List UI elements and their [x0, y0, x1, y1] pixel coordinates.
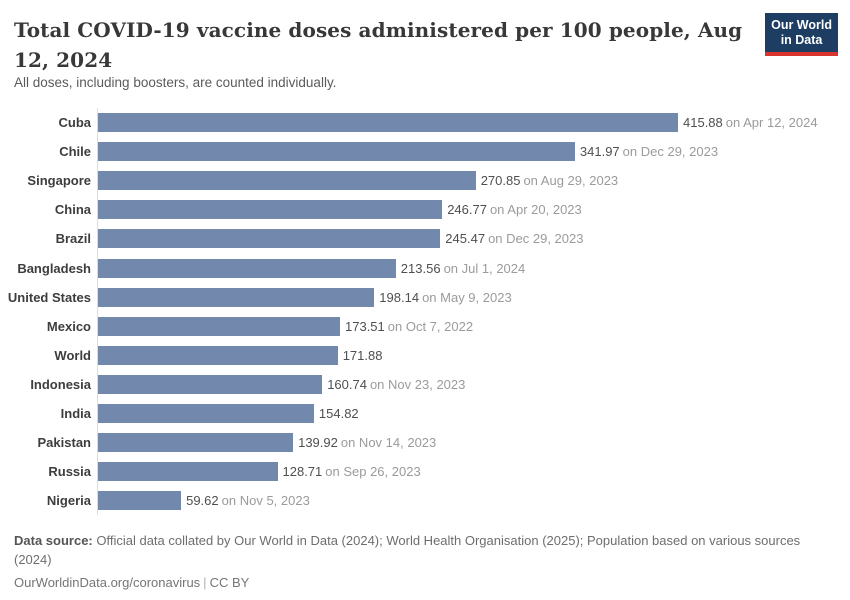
bar-track: 154.82: [97, 398, 850, 429]
country-label: Brazil: [55, 231, 91, 247]
date-label: on Dec 29, 2023: [488, 231, 584, 247]
bar-chart: Cuba 415.88 on Apr 12, 2024 Chile 341.97…: [0, 108, 850, 516]
value-label: 173.51: [345, 318, 385, 334]
bar-track: 128.71 on Sep 26, 2023: [97, 457, 850, 487]
bar[interactable]: [98, 200, 443, 220]
value-label: 415.88: [683, 115, 723, 131]
owid-logo-line1: Our World: [771, 18, 832, 32]
country-label: Nigeria: [46, 493, 91, 509]
bar-row: Russia 128.71 on Sep 26, 2023: [0, 457, 850, 487]
value-label: 128.71: [282, 464, 323, 480]
bar[interactable]: [98, 229, 441, 249]
country-label: Russia: [48, 464, 91, 480]
bar-track: 59.62 on Nov 5, 2023: [97, 486, 850, 516]
country-label: India: [60, 405, 91, 421]
value-label: 160.74: [327, 376, 367, 392]
bar-row: Pakistan 139.92 on Nov 14, 2023: [0, 428, 850, 458]
bar-row: Brazil 245.47 on Dec 29, 2023: [0, 224, 850, 254]
country-label: Singapore: [27, 173, 91, 189]
value-label: 246.77: [447, 202, 487, 218]
date-label: on Sep 26, 2023: [325, 464, 421, 480]
owid-logo-line2: in Data: [780, 33, 823, 47]
bar-row: Indonesia 160.74 on Nov 23, 2023: [0, 369, 850, 399]
country-label: Chile: [59, 144, 91, 160]
bar-row: Singapore 270.85 on Aug 29, 2023: [0, 166, 850, 196]
bar-row: Cuba 415.88 on Apr 12, 2024: [0, 108, 850, 138]
date-label: on Apr 20, 2023: [489, 202, 582, 218]
bar[interactable]: [98, 316, 340, 336]
bar-rows: Cuba 415.88 on Apr 12, 2024 Chile 341.97…: [0, 108, 850, 516]
bar-track: 270.85 on Aug 29, 2023: [97, 166, 850, 196]
value-label: 198.14: [379, 289, 420, 305]
bar-row: Bangladesh 213.56 on Jul 1, 2024: [0, 253, 850, 283]
date-label: on May 9, 2023: [422, 289, 512, 305]
footer-links-line: OurWorldinData.org/coronavirus | CC BY: [14, 574, 838, 593]
date-label: on Nov 23, 2023: [369, 376, 466, 392]
date-label: on Aug 29, 2023: [523, 173, 619, 189]
bar-row: China 246.77 on Apr 20, 2023: [0, 195, 850, 225]
bar[interactable]: [98, 142, 575, 162]
bar-row: Nigeria 59.62 on Nov 5, 2023: [0, 486, 850, 516]
country-label: United States: [7, 289, 91, 305]
country-label: Pakistan: [37, 435, 91, 451]
footer-separator: |: [203, 575, 207, 590]
country-label: Bangladesh: [17, 260, 91, 276]
value-label: 171.88: [342, 347, 383, 363]
bar-track: 415.88 on Apr 12, 2024: [97, 108, 850, 138]
chart-footer: Data source: Official data collated by O…: [14, 532, 838, 593]
bar-row: Mexico 173.51 on Oct 7, 2022: [0, 311, 850, 341]
bar-row: World 171.88: [0, 340, 850, 370]
license-label: CC BY: [209, 575, 250, 590]
value-label: 270.85: [480, 173, 521, 189]
bar-track: 160.74 on Nov 23, 2023: [97, 369, 850, 399]
date-label: on Apr 12, 2024: [725, 115, 818, 131]
country-label: Indonesia: [30, 376, 91, 392]
value-label: 213.56: [400, 260, 441, 276]
value-label: 341.97: [579, 144, 620, 160]
bar-track: 173.51 on Oct 7, 2022: [97, 311, 850, 341]
bar-track: 198.14 on May 9, 2023: [97, 282, 850, 312]
date-label: on Nov 5, 2023: [221, 493, 310, 509]
chart-title: Total COVID-19 vaccine doses administere…: [14, 18, 743, 72]
date-label: on Nov 14, 2023: [340, 435, 437, 451]
bar[interactable]: [98, 403, 314, 423]
owid-logo[interactable]: Our World in Data: [765, 13, 838, 56]
owid-url-link[interactable]: OurWorldinData.org/coronavirus: [14, 575, 201, 590]
bar-track: 341.97 on Dec 29, 2023: [97, 137, 850, 167]
bar[interactable]: [98, 374, 323, 394]
date-label: on Dec 29, 2023: [622, 144, 719, 160]
bar[interactable]: [98, 462, 278, 482]
bar-track: 213.56 on Jul 1, 2024: [97, 253, 850, 283]
country-label: World: [54, 347, 91, 363]
data-source-line: Data source: Official data collated by O…: [14, 532, 838, 569]
bar-row: United States 198.14 on May 9, 2023: [0, 282, 850, 312]
bar[interactable]: [98, 171, 476, 191]
bar[interactable]: [98, 287, 375, 307]
date-label: on Jul 1, 2024: [443, 260, 526, 276]
bar-row: India 154.82: [0, 398, 850, 429]
country-label: Mexico: [46, 318, 91, 334]
country-label: China: [54, 202, 91, 218]
bar[interactable]: [98, 258, 396, 278]
value-label: 59.62: [186, 493, 219, 509]
bar-track: 139.92 on Nov 14, 2023: [97, 428, 850, 458]
bar[interactable]: [98, 113, 678, 133]
bar[interactable]: [98, 491, 182, 511]
bar-track: 171.88: [97, 340, 850, 370]
bar-track: 246.77 on Apr 20, 2023: [97, 195, 850, 225]
data-source-text: Official data collated by Our World in D…: [14, 533, 801, 567]
bar-track: 245.47 on Dec 29, 2023: [97, 224, 850, 254]
data-source-label: Data source:: [14, 533, 93, 548]
value-label: 154.82: [318, 405, 359, 421]
value-label: 245.47: [445, 231, 486, 247]
chart-subtitle: All doses, including boosters, are count…: [14, 75, 337, 90]
country-label: Cuba: [58, 115, 92, 131]
date-label: on Oct 7, 2022: [387, 318, 474, 334]
bar[interactable]: [98, 433, 294, 453]
bar-row: Chile 341.97 on Dec 29, 2023: [0, 137, 850, 167]
value-label: 139.92: [298, 435, 338, 451]
bar[interactable]: [98, 345, 338, 365]
